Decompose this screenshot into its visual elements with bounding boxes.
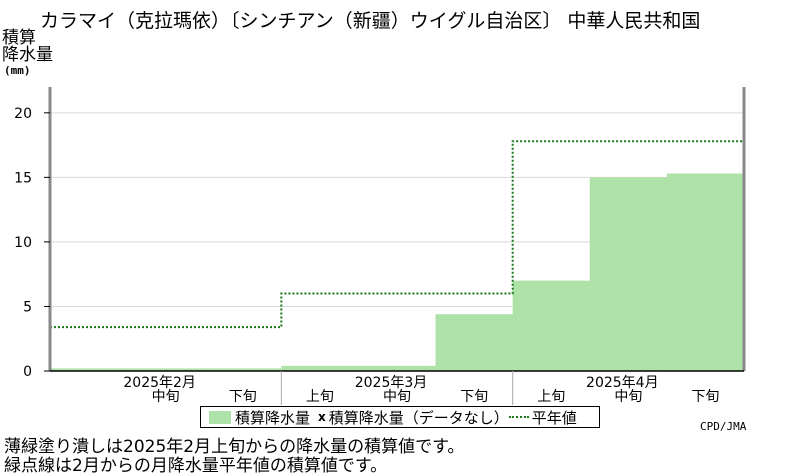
- decade-label-8: 下旬: [691, 389, 719, 405]
- axes: [44, 87, 746, 405]
- axis-labels: 0 5 10 15 20 中旬 下旬 上旬 中旬 下旬 上旬 中旬 下旬 2025年2月 2025年3月 20…: [14, 106, 719, 405]
- y-axis-label: 積算 降水量: [2, 30, 53, 64]
- normal-line-layer: [50, 140, 744, 329]
- bar-4: [281, 365, 359, 371]
- bar-8: [589, 177, 668, 371]
- month-label-3: 2025年4月: [586, 375, 659, 391]
- decade-label-2: 下旬: [229, 389, 257, 405]
- y-axis-label-line2: 降水量: [2, 45, 53, 65]
- chart-title: カラマイ（克拉瑪依）〔シンチアン（新疆）ウイグル自治区〕 中華人民共和国: [40, 10, 701, 32]
- bar-2: [127, 368, 205, 371]
- bar-1: [50, 368, 128, 371]
- note-fill: 薄緑塗り潰しは2025年2月上旬からの降水量の積算値です。: [4, 437, 465, 457]
- decade-label-3: 上旬: [306, 389, 334, 405]
- y-tick-label-0: 0: [23, 364, 32, 380]
- credit-text: CPD/JMA: [700, 420, 747, 433]
- decade-label-4: 中旬: [383, 389, 411, 405]
- decade-label-6: 上旬: [537, 389, 565, 405]
- decade-label-1: 中旬: [152, 389, 180, 405]
- month-label-2: 2025年3月: [355, 375, 428, 391]
- y-tick-label-20: 20: [14, 106, 32, 122]
- legend-swatch-accumulated: [209, 410, 231, 424]
- y-axis-label-line1: 積算: [2, 28, 36, 48]
- bar-7: [512, 280, 591, 371]
- chart-legend: 積算降水量 x 積算降水量（データなし） 平年値: [200, 406, 600, 428]
- decade-label-5: 下旬: [460, 389, 488, 405]
- y-tick-label-10: 10: [14, 235, 32, 251]
- bar-6: [435, 314, 514, 371]
- y-tick-label-15: 15: [14, 170, 32, 186]
- y-axis-unit: (mm): [4, 64, 31, 77]
- month-label-1: 2025年2月: [123, 375, 196, 391]
- normal-step-line: [50, 140, 744, 329]
- legend-swatch-normal: [508, 416, 529, 418]
- y-tick-label-5: 5: [23, 299, 32, 315]
- legend-label-accumulated: 積算降水量: [235, 408, 311, 427]
- bar-9: [666, 173, 745, 371]
- accumulated-precipitation-bars: [50, 173, 745, 371]
- note-dotted-line: 緑点線は2月からの月降水量平年値の積算値です。: [4, 456, 388, 476]
- legend-missing-marker: x: [318, 410, 326, 424]
- decade-label-7: 中旬: [614, 389, 642, 405]
- bar-3: [204, 368, 282, 371]
- legend-label-normal: 平年値: [531, 408, 577, 427]
- legend-label-missing: 積算降水量（データなし）: [328, 408, 509, 427]
- bar-5: [358, 365, 437, 371]
